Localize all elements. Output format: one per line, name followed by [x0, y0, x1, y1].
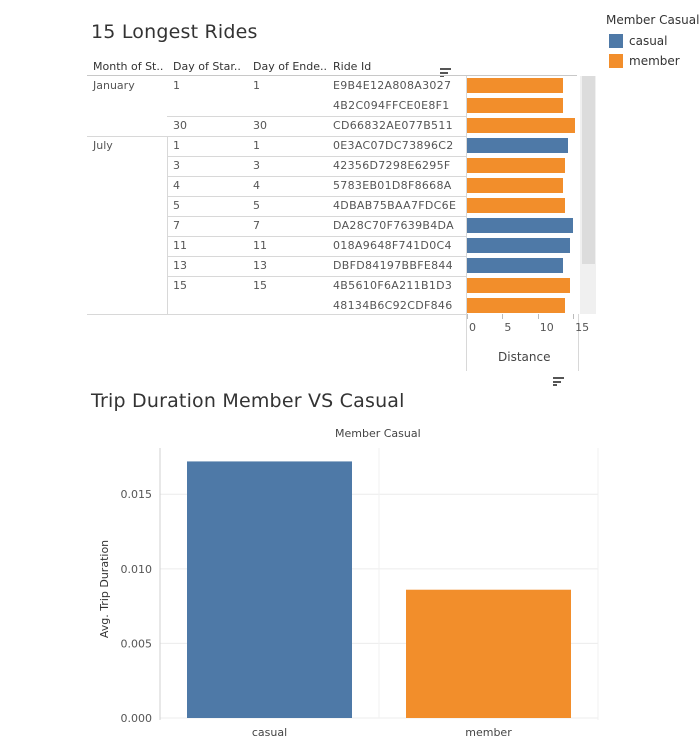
day-end-cell: 5 — [253, 199, 260, 212]
legend-swatch-casual — [609, 34, 623, 48]
day-end-cell: 15 — [253, 279, 267, 292]
row-divider — [167, 276, 467, 277]
row-divider — [167, 236, 467, 237]
row-divider — [167, 116, 467, 117]
month-cell: January — [93, 79, 135, 92]
y-tick-label: 0.000 — [121, 712, 153, 725]
ride-id-cell: CD66832AE077B511 — [333, 119, 453, 132]
x-tick-label: casual — [252, 726, 287, 739]
column-header-ride-id[interactable]: Ride Id — [333, 60, 372, 73]
ride-id-cell: 42356D7298E6295F — [333, 159, 451, 172]
ride-id-cell: 5783EB01D8F8668A — [333, 179, 452, 192]
ride-id-cell: 48134B6C92CDF846 — [333, 299, 453, 312]
y-tick-label: 0.005 — [121, 637, 153, 650]
day-start-cell: 30 — [173, 119, 187, 132]
legend-label-casual: casual — [629, 34, 668, 48]
distance-sort-icon[interactable] — [553, 377, 564, 386]
ride-bar[interactable] — [467, 118, 575, 133]
day-start-cell: 1 — [173, 139, 180, 152]
day-end-cell: 7 — [253, 219, 260, 232]
row-divider — [167, 256, 467, 257]
day-end-cell: 30 — [253, 119, 267, 132]
distance-tick-label: 10 — [539, 321, 554, 334]
day-end-cell: 11 — [253, 239, 267, 252]
bar-area-left-border — [466, 76, 467, 371]
day-end-cell: 13 — [253, 259, 267, 272]
ride-bar[interactable] — [467, 158, 565, 173]
day-start-cell: 1 — [173, 79, 180, 92]
distance-tick-mark — [537, 314, 539, 319]
duration-bar-member[interactable] — [406, 589, 571, 718]
legend-label-member: member — [629, 54, 680, 68]
ride-bar[interactable] — [467, 238, 570, 253]
day-start-cell: 15 — [173, 279, 187, 292]
legend-item-casual[interactable]: casual — [609, 34, 668, 48]
distance-axis-label: Distance — [498, 350, 551, 364]
axis-right-border — [578, 314, 579, 371]
day-start-cell: 13 — [173, 259, 187, 272]
ride-bar[interactable] — [467, 198, 565, 213]
bottom-chart-title: Trip Duration Member VS Casual — [91, 390, 405, 412]
ride-bar[interactable] — [467, 98, 563, 113]
row-divider — [167, 156, 467, 157]
legend-item-member[interactable]: member — [609, 54, 680, 68]
ride-id-cell: 0E3AC07DC73896C2 — [333, 139, 454, 152]
ride-bar[interactable] — [467, 138, 568, 153]
day-end-cell: 1 — [253, 79, 260, 92]
trip-duration-chart: 0.000 0.005 0.010 0.015 casual member Avg. Tri… — [98, 448, 599, 739]
ride-bar[interactable] — [467, 258, 563, 273]
distance-tick-mark — [573, 314, 575, 319]
ride-id-cell: 4B5610F6A211B1D3 — [333, 279, 453, 292]
row-divider — [167, 216, 467, 217]
day-start-cell: 4 — [173, 179, 180, 192]
column-divider — [167, 136, 168, 314]
ride-bar[interactable] — [467, 78, 563, 93]
ride-id-cell: DBFD84197BBFE844 — [333, 259, 453, 272]
header-divider — [87, 75, 577, 76]
ride-id-cell: E9B4E12A808A3027 — [333, 79, 452, 92]
day-end-cell: 3 — [253, 159, 260, 172]
ride-id-cell: 4DBAB75BAA7FDC6E — [333, 199, 457, 212]
top-chart-title: 15 Longest Rides — [91, 21, 258, 43]
day-start-cell: 5 — [173, 199, 180, 212]
row-divider — [167, 196, 467, 197]
y-tick-label: 0.015 — [121, 488, 153, 501]
ride-bar[interactable] — [467, 178, 563, 193]
ride-id-cell: DA28C70F7639B4DA — [333, 219, 454, 232]
ride-bar[interactable] — [467, 218, 573, 233]
distance-tick-mark — [502, 314, 504, 319]
table-bottom-border — [87, 314, 467, 315]
bottom-chart-header: Member Casual — [335, 427, 421, 440]
ride-bar[interactable] — [467, 278, 570, 293]
legend-swatch-member — [609, 54, 623, 68]
day-start-cell: 11 — [173, 239, 187, 252]
y-axis-label: Avg. Trip Duration — [98, 540, 111, 638]
distance-tick-label: 0 — [469, 321, 476, 334]
distance-tick-label: 15 — [575, 321, 590, 334]
sort-icon[interactable] — [440, 68, 451, 77]
column-header-day-start[interactable]: Day of Star.. — [173, 60, 241, 73]
day-end-cell: 4 — [253, 179, 260, 192]
column-header-day-end[interactable]: Day of Ende.. — [253, 60, 327, 73]
scrollbar-thumb[interactable] — [582, 76, 595, 264]
distance-tick-label: 5 — [504, 321, 512, 334]
ride-bar[interactable] — [467, 298, 565, 313]
ride-id-cell: 018A9648F741D0C4 — [333, 239, 452, 252]
ride-id-cell: 4B2C094FFCE0E8F1 — [333, 99, 450, 112]
duration-bar-casual[interactable] — [187, 461, 352, 718]
day-start-cell: 3 — [173, 159, 180, 172]
row-divider — [87, 136, 467, 137]
legend-title: Member Casual — [606, 13, 699, 27]
day-end-cell: 1 — [253, 139, 260, 152]
y-tick-label: 0.010 — [121, 563, 153, 576]
day-start-cell: 7 — [173, 219, 180, 232]
row-divider — [167, 176, 467, 177]
distance-tick-mark — [467, 314, 468, 319]
column-header-month[interactable]: Month of St.. — [93, 60, 164, 73]
x-tick-label: member — [465, 726, 512, 739]
month-cell: July — [93, 139, 113, 152]
